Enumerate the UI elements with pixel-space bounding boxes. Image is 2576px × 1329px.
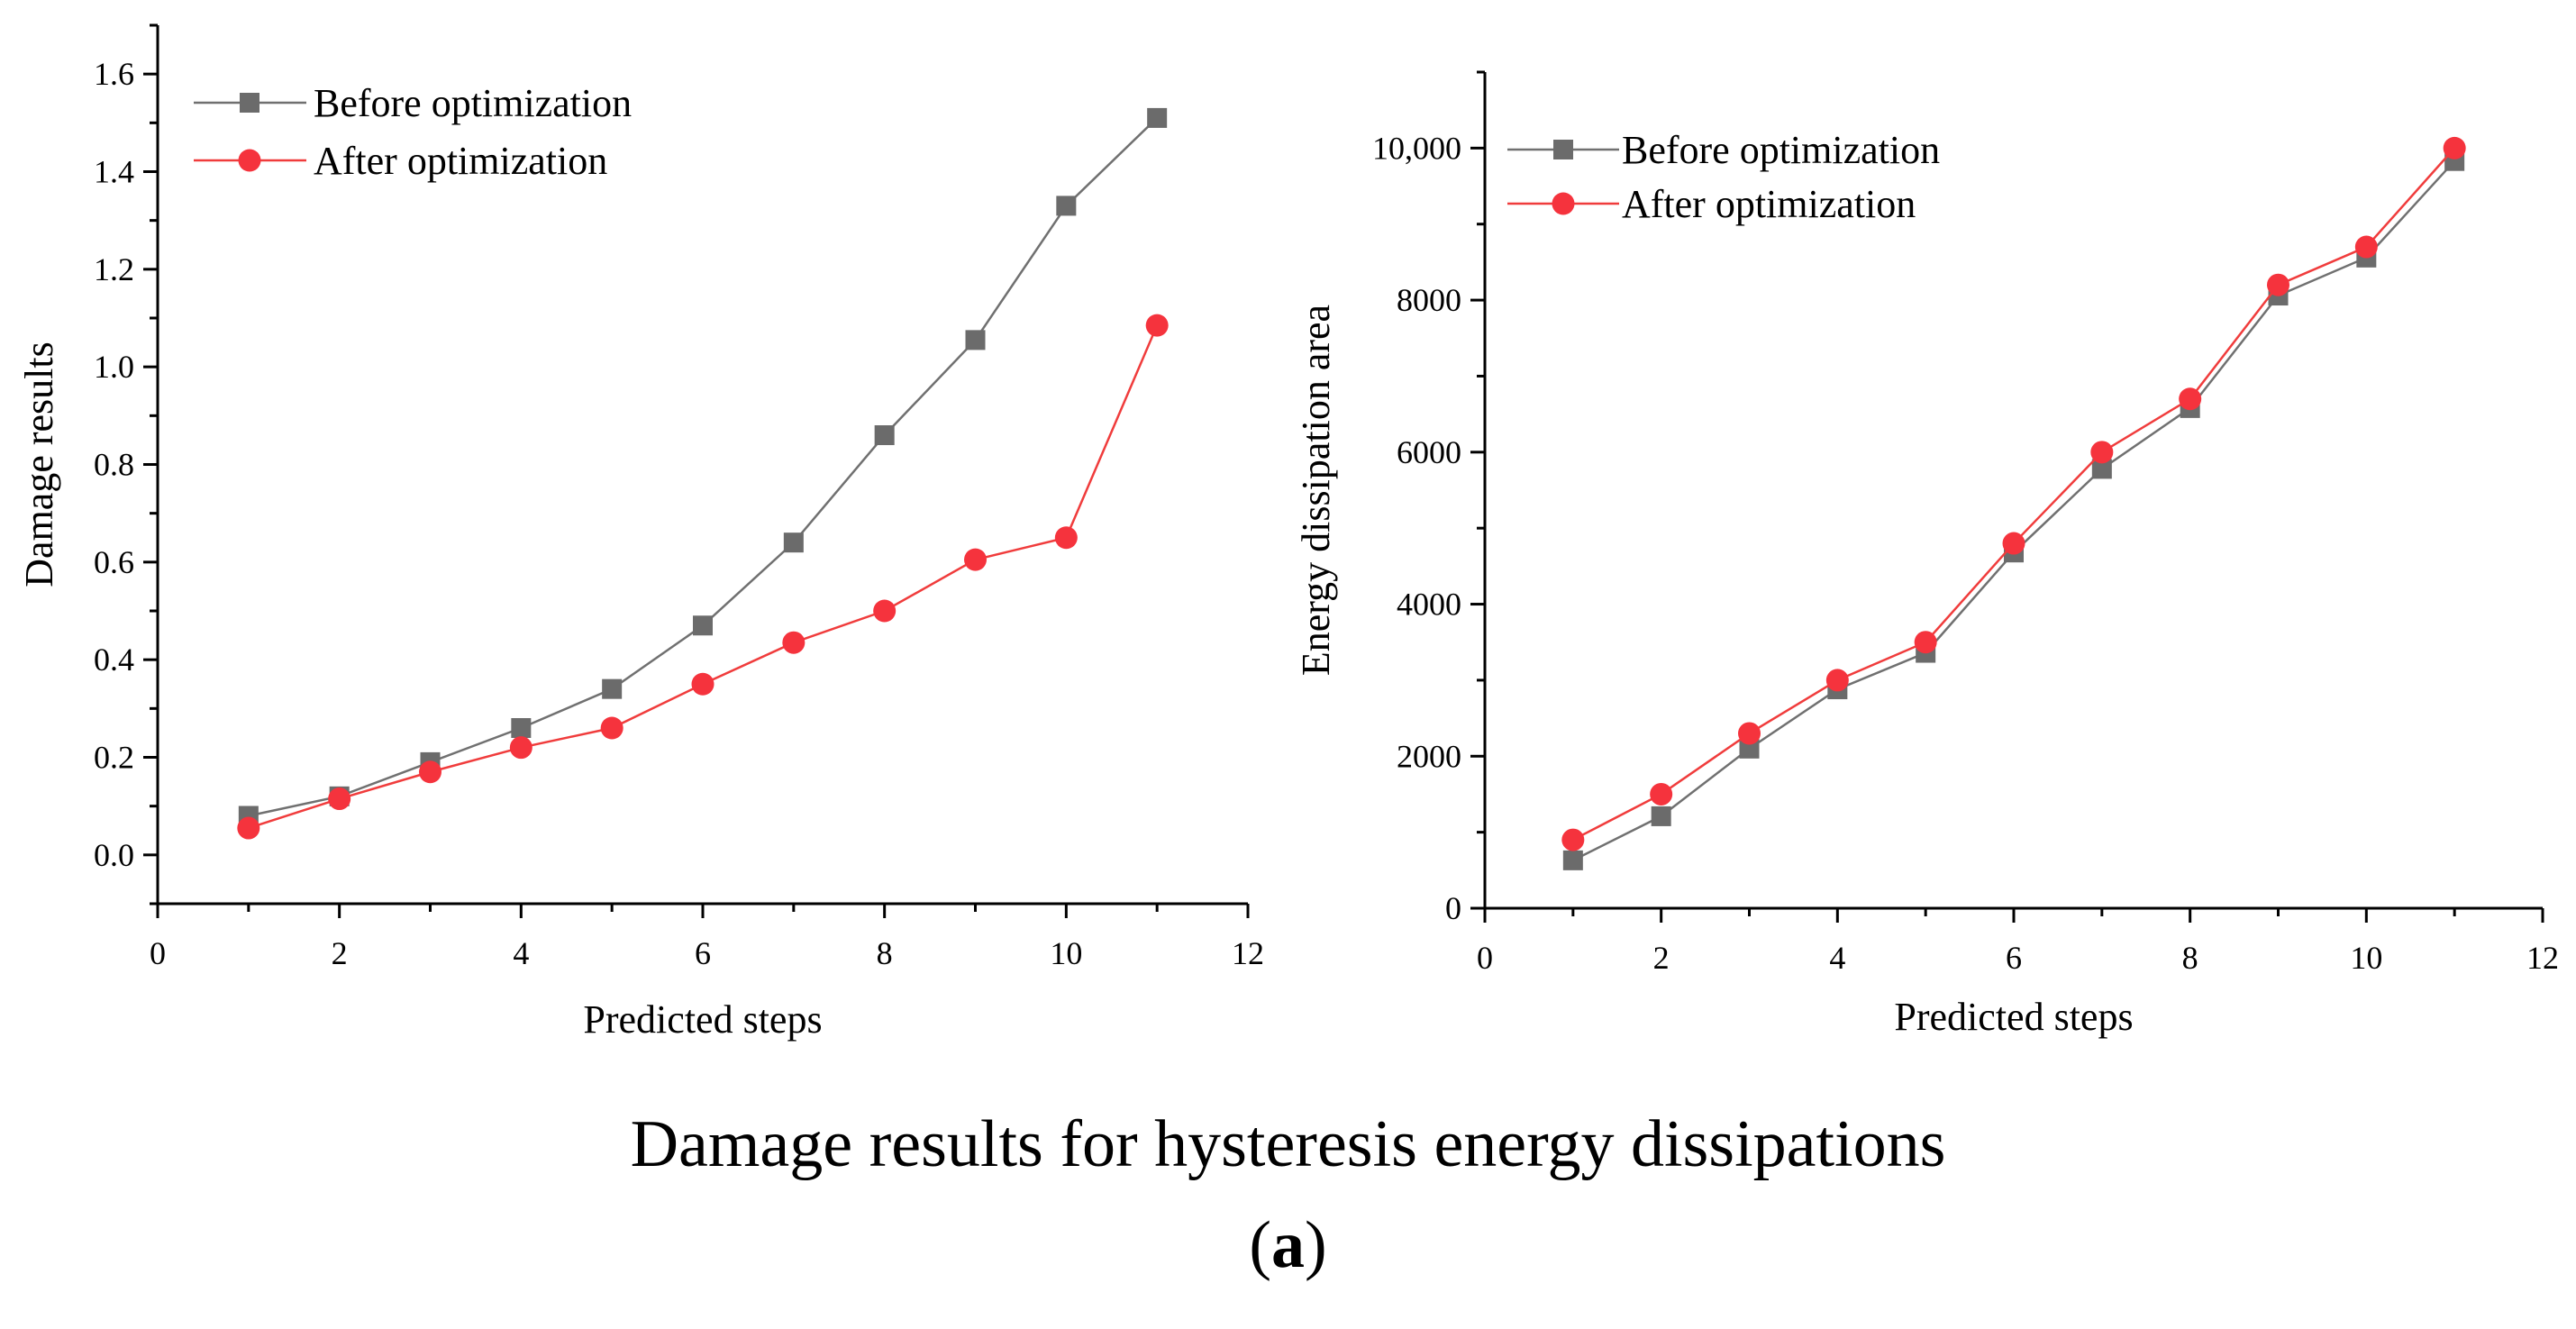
y-tick-label: 0.6 xyxy=(94,544,134,580)
x-tick-label: 12 xyxy=(2526,940,2559,976)
data-point-circle xyxy=(2090,441,2114,464)
data-point-circle xyxy=(419,760,441,784)
legend-marker-circle xyxy=(1552,192,1575,215)
data-point-circle xyxy=(600,716,624,740)
data-point-square xyxy=(693,615,713,636)
figure-caption: Damage results for hysteresis energy dis… xyxy=(630,1107,1946,1181)
data-point-circle xyxy=(2002,532,2025,555)
y-tick-label: 1.4 xyxy=(94,154,134,190)
data-point-circle xyxy=(328,787,351,811)
chart-panel-1: 0 2 4 6 8 10 12 0.0 0.2 0.4 0.6 0.8 1.0 1.2 1.4 1.6 Pred… xyxy=(17,23,1264,1042)
x-tick-label: 8 xyxy=(2182,940,2198,976)
y-tick-label: 6000 xyxy=(1397,434,1461,470)
y-axis-label: Energy dissipation area xyxy=(1294,305,1338,676)
series-before xyxy=(238,107,1168,826)
data-point-circle xyxy=(1914,631,1937,654)
data-point-square xyxy=(965,330,986,350)
legend: Before optimization After optimization xyxy=(194,81,632,183)
legend-marker-square xyxy=(240,93,259,113)
figure-label-close: ) xyxy=(1305,1208,1327,1282)
y-tick-label: 0.4 xyxy=(94,642,134,678)
data-point-circle xyxy=(691,672,715,696)
data-point-square xyxy=(602,678,623,699)
data-point-circle xyxy=(873,599,897,623)
y-tick-label: 1.6 xyxy=(94,56,134,92)
data-point-square xyxy=(1562,850,1583,870)
series-line xyxy=(248,324,1159,830)
data-point-circle xyxy=(1054,526,1078,550)
y-tick-label: 4000 xyxy=(1397,587,1461,623)
data-point-circle xyxy=(964,548,987,571)
data-point-circle xyxy=(2179,387,2202,411)
x-axis-label: Predicted steps xyxy=(583,997,822,1042)
x-tick-label: 10 xyxy=(1050,935,1082,971)
y-tick-label: 8000 xyxy=(1397,282,1461,318)
data-point-square xyxy=(783,533,804,553)
x-tick-label: 0 xyxy=(150,935,166,971)
series-line xyxy=(1572,147,2456,842)
data-point-square xyxy=(511,718,532,738)
data-point-circle xyxy=(509,736,532,760)
data-point-circle xyxy=(2354,235,2378,259)
x-tick-label: 0 xyxy=(1477,940,1493,976)
chart-panel-2: 0 2 4 6 8 10 12 0 2000 4000 6000 8000 10,000 Predicte… xyxy=(1294,70,2559,1039)
y-tick-label: 10,000 xyxy=(1372,130,1461,166)
legend-label: After optimization xyxy=(1622,182,1916,226)
series-after xyxy=(1561,136,2466,851)
figure-label-open: ( xyxy=(1249,1208,1271,1282)
figure-label: (a) xyxy=(0,1207,2576,1284)
x-tick-label: 2 xyxy=(1653,940,1670,976)
legend-marker-square xyxy=(1553,140,1573,159)
data-point-square xyxy=(1147,107,1168,128)
y-axis-label: Damage results xyxy=(17,341,61,587)
x-tick-label: 4 xyxy=(1829,940,1845,976)
data-point-circle xyxy=(1650,782,1673,806)
series-line xyxy=(248,117,1159,817)
data-point-square xyxy=(1739,738,1760,759)
data-point-circle xyxy=(1145,314,1169,337)
legend-marker-circle xyxy=(238,149,261,172)
y-tick-label: 1.2 xyxy=(94,251,134,287)
data-point-circle xyxy=(1825,669,1849,692)
series-after xyxy=(237,314,1169,840)
y-tick-label: 0.2 xyxy=(94,740,134,776)
x-tick-label: 10 xyxy=(2350,940,2382,976)
x-tick-label: 12 xyxy=(1232,935,1264,971)
y-tick-label: 2000 xyxy=(1397,738,1461,774)
x-tick-label: 6 xyxy=(695,935,711,971)
data-point-circle xyxy=(2267,273,2289,296)
x-tick-label: 4 xyxy=(513,935,529,971)
legend-label: Before optimization xyxy=(314,81,632,125)
data-point-square xyxy=(1056,196,1077,216)
legend-label: After optimization xyxy=(314,139,607,183)
data-point-square xyxy=(874,425,895,445)
data-point-circle xyxy=(1738,722,1761,745)
data-point-square xyxy=(2091,459,2112,479)
x-tick-label: 8 xyxy=(877,935,893,971)
y-tick-label: 0 xyxy=(1445,890,1461,926)
y-tick-label: 0.8 xyxy=(94,447,134,483)
legend-label: Before optimization xyxy=(1622,128,1940,172)
data-point-circle xyxy=(237,816,260,840)
data-point-circle xyxy=(2443,136,2466,159)
data-point-square xyxy=(1651,806,1671,826)
y-tick-label: 1.0 xyxy=(94,349,134,385)
data-point-circle xyxy=(1561,828,1585,851)
figure-label-letter: a xyxy=(1271,1208,1305,1282)
y-tick-label: 0.0 xyxy=(94,837,134,873)
x-tick-label: 6 xyxy=(2006,940,2022,976)
legend: Before optimization After optimization xyxy=(1507,128,1940,226)
x-axis-label: Predicted steps xyxy=(1894,995,2133,1039)
data-point-circle xyxy=(782,631,806,654)
x-tick-label: 2 xyxy=(332,935,348,971)
series-before xyxy=(1562,150,2465,870)
